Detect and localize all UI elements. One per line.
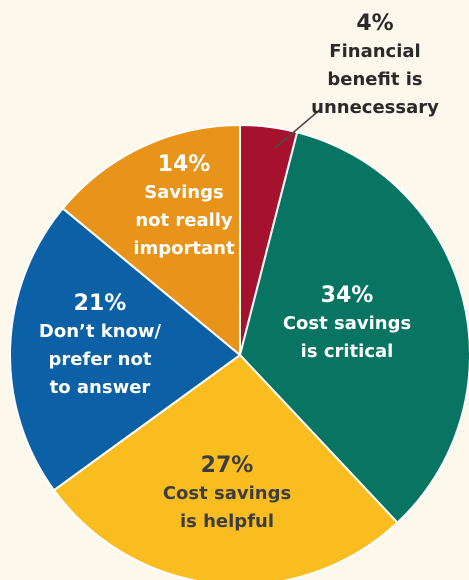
slice-percent-label-1: 34% [321, 283, 374, 308]
slice-text-label-4-line-1: not really [135, 210, 233, 231]
slice-text-label-0-line-1: benefit is [327, 69, 422, 90]
slice-text-label-0-line-2: unnecessary [311, 97, 439, 118]
slice-text-label-3-line-2: to answer [50, 377, 151, 398]
pie-slice-4 [61, 123, 241, 358]
slice-text-label-3-line-0: Don’t know/ [39, 321, 162, 342]
slice-text-label-2-line-0: Cost savings [163, 483, 291, 504]
slice-text-label-0-line-0: Financial [329, 41, 420, 62]
slice-percent-label-3: 21% [74, 291, 127, 316]
pie-slices [9, 123, 469, 580]
slice-labels: 4% Financial benefit is unnecessary 34% Cost … [39, 11, 439, 532]
pie-slice-1 [238, 131, 469, 525]
slice-percent-label-0: 4% [356, 11, 393, 36]
pie-slice-3 [9, 206, 242, 492]
slice-percent-label-2: 27% [201, 453, 254, 478]
leader-line-financial-benefit [274, 107, 323, 149]
slice-text-label-1-line-0: Cost savings [283, 313, 411, 334]
slice-text-label-1-line-1: is critical [301, 341, 394, 362]
slice-text-label-4-line-0: Savings [144, 182, 223, 203]
slice-text-label-3-line-1: prefer not [49, 349, 152, 370]
slice-percent-label-4: 14% [158, 152, 211, 177]
pie-slice-2 [52, 353, 399, 580]
slice-text-label-4-line-2: important [133, 238, 235, 259]
slice-text-label-2-line-1: is helpful [180, 511, 274, 532]
